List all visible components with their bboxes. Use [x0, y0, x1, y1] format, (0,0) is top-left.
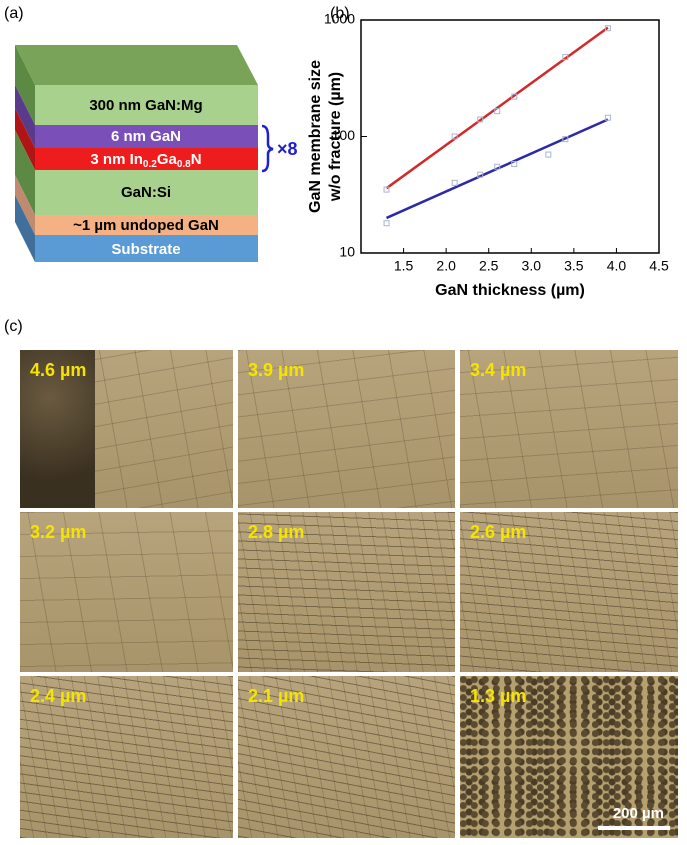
panel-label: (c) — [4, 318, 23, 336]
text-part: N — [191, 151, 202, 168]
x-tick-label: 4.0 — [607, 258, 627, 274]
block-top — [15, 45, 258, 85]
micrograph: 2.4 µm — [20, 676, 233, 838]
text-part: Ga — [157, 151, 178, 168]
fit-line — [387, 119, 608, 217]
y-tick-label: 1000 — [324, 11, 355, 27]
thickness-label: 3.9 µm — [248, 360, 304, 381]
micrograph: 3.4 µm — [460, 350, 678, 508]
thickness-label: 3.4 µm — [470, 360, 526, 381]
subscript: 0.8 — [177, 159, 191, 170]
layer-label: 300 nm GaN:Mg — [89, 97, 202, 114]
top-panels: (a) 300 nm GaN:Mg 6 nm GaN 3 nm In0.2Ga0… — [0, 0, 687, 320]
plot-frame — [361, 20, 659, 253]
micrograph: 2.6 µm — [460, 512, 678, 672]
micrograph: 4.6 µm — [20, 350, 233, 508]
page: (a) 300 nm GaN:Mg 6 nm GaN 3 nm In0.2Ga0… — [0, 0, 687, 845]
x-tick-label: 2.5 — [479, 258, 499, 274]
x-tick-label: 4.5 — [649, 258, 669, 274]
thickness-label: 2.8 µm — [248, 522, 304, 543]
y-axis-label: GaN membrane size — [307, 60, 324, 213]
subscript: 0.2 — [143, 159, 157, 170]
x-tick-label: 3.0 — [522, 258, 542, 274]
scale-bar-label: 200 µm — [613, 805, 664, 822]
x-axis-label: GaN thickness (µm) — [435, 282, 585, 299]
scale-bar — [598, 826, 670, 830]
y-tick-label: 10 — [339, 244, 355, 260]
layer-label: Substrate — [111, 241, 180, 258]
x-tick-label: 2.0 — [436, 258, 456, 274]
point — [546, 152, 551, 157]
panel-label: (a) — [4, 5, 24, 22]
thickness-label: 1.3 µm — [470, 686, 526, 707]
micrograph: 2.8 µm — [238, 512, 455, 672]
layer-label: GaN:Si — [121, 184, 171, 201]
point — [384, 221, 389, 226]
brace — [262, 126, 273, 171]
text-part: 3 nm In — [90, 151, 143, 168]
x-tick-label: 1.5 — [394, 258, 414, 274]
micrograph: 2.1 µm — [238, 676, 455, 838]
thickness-label: 2.4 µm — [30, 686, 86, 707]
y-axis-label: w/o fracture (µm) — [327, 72, 344, 202]
repeat-label: ×8 — [277, 139, 298, 159]
point — [452, 180, 457, 185]
micrograph: 3.9 µm — [238, 350, 455, 508]
micrograph: 1.3 µm 200 µm — [460, 676, 678, 838]
micrograph: 3.2 µm — [20, 512, 233, 672]
thickness-label: 2.6 µm — [470, 522, 526, 543]
thickness-label: 3.2 µm — [30, 522, 86, 543]
layer-label: 6 nm GaN — [111, 128, 181, 145]
thickness-label: 2.1 µm — [248, 686, 304, 707]
thickness-label: 4.6 µm — [30, 360, 86, 381]
layer-label: ~1 µm undoped GaN — [73, 217, 219, 234]
x-tick-label: 3.5 — [564, 258, 584, 274]
